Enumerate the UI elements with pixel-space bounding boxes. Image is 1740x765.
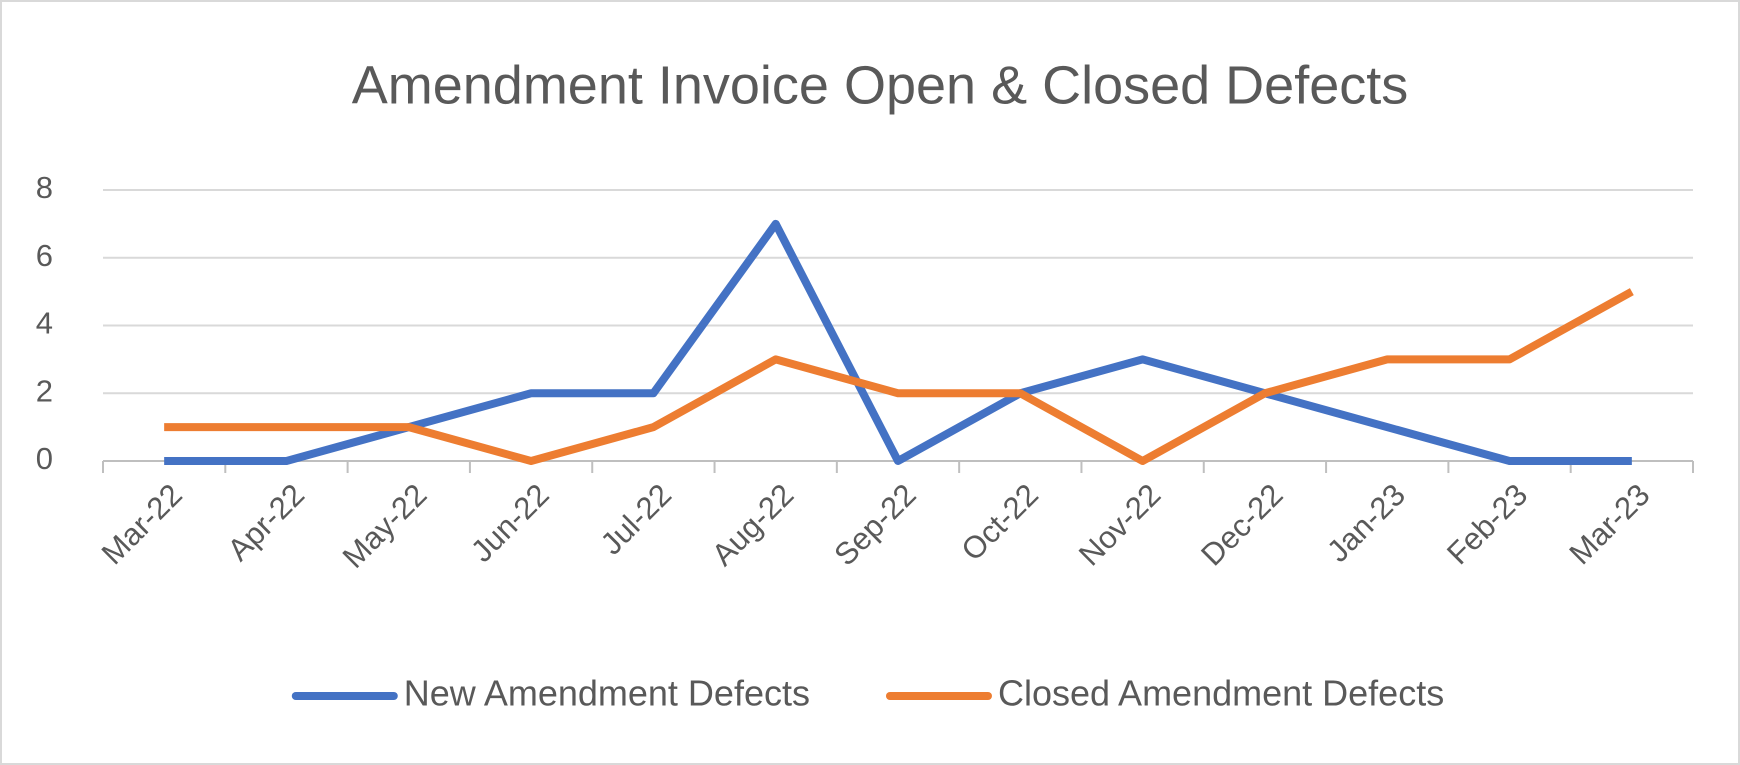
y-tick-label: 8 — [36, 170, 53, 205]
y-tick-label: 2 — [36, 373, 53, 408]
y-tick-label: 0 — [36, 441, 53, 476]
chart-title: Amendment Invoice Open & Closed Defects — [352, 55, 1409, 115]
legend: New Amendment Defects Closed Amendment De… — [291, 673, 1444, 714]
legend-label: New Amendment Defects — [404, 673, 810, 714]
legend-label: Closed Amendment Defects — [998, 673, 1444, 714]
y-tick-label: 4 — [36, 306, 53, 341]
series-line — [164, 288, 1634, 465]
y-tick-label: 6 — [36, 238, 53, 273]
